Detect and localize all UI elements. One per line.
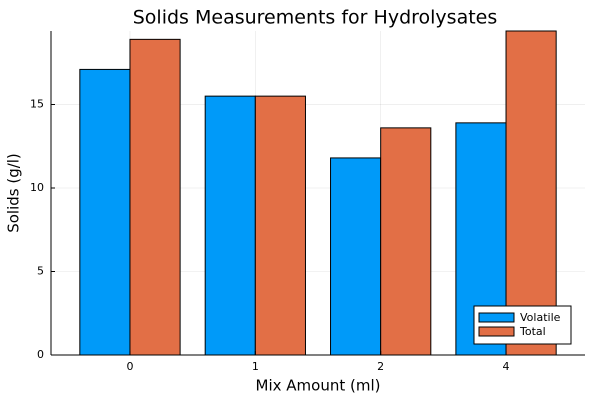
axes — [50, 31, 585, 356]
y-tick-label: 0 — [37, 348, 44, 361]
bar-total-4 — [505, 30, 557, 356]
legend-swatch-volatile — [478, 312, 515, 323]
x-tick-label: 4 — [503, 360, 510, 373]
bar-volatile-1 — [204, 95, 256, 356]
y-tick-label: 5 — [37, 264, 44, 277]
tick-labels: 0 5 10 15 0 1 2 4 — [30, 97, 510, 373]
y-tick-label: 15 — [30, 97, 44, 110]
x-axis-label: Mix Amount (ml) — [256, 377, 381, 395]
bar-volatile-2 — [330, 157, 382, 356]
bar-total-2 — [380, 127, 432, 356]
bar-total-0 — [129, 38, 181, 356]
legend-label-total: Total — [519, 325, 546, 338]
bar-total-1 — [254, 95, 306, 356]
legend-swatch-total — [478, 326, 515, 337]
legend-box — [473, 305, 572, 345]
legend-label-volatile: Volatile — [520, 311, 561, 324]
bar-volatile-0 — [79, 68, 131, 356]
x-tick-label: 2 — [377, 360, 384, 373]
x-tick-label: 0 — [126, 360, 133, 373]
y-axis-label: Solids (g/l) — [5, 153, 23, 233]
y-tick-label: 10 — [30, 181, 44, 194]
x-tick-label: 1 — [252, 360, 259, 373]
legend: Volatile Total — [473, 305, 572, 345]
chart-title: Solids Measurements for Hydrolysates — [133, 7, 498, 29]
